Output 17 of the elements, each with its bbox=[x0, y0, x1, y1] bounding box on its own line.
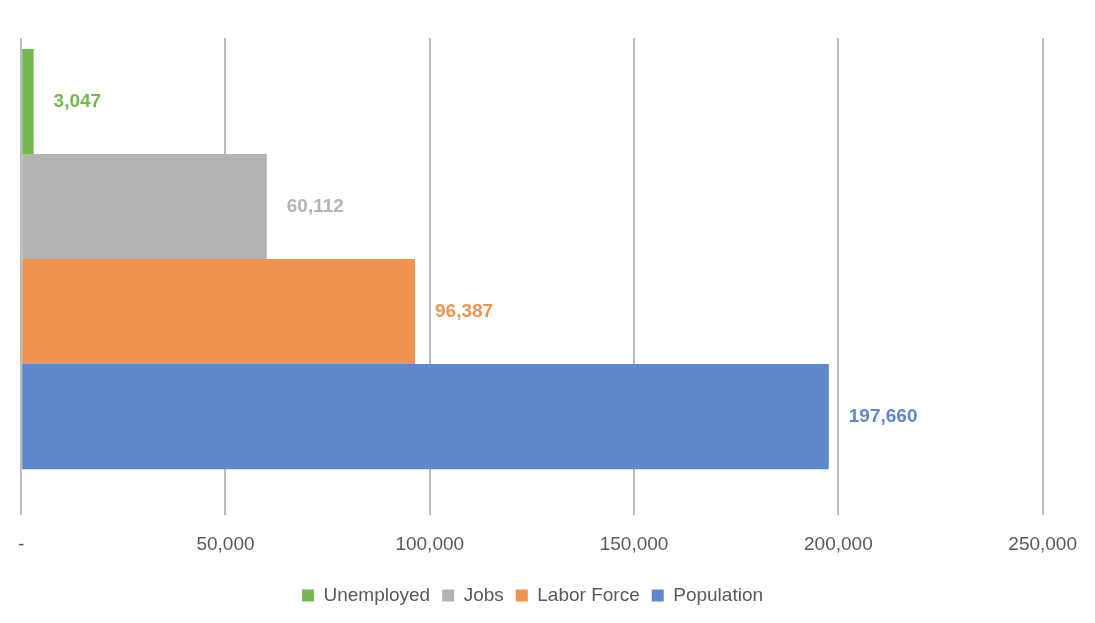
data-label: 60,112 bbox=[286, 194, 344, 216]
data-label: 96,387 bbox=[435, 299, 494, 321]
legend-label: Labor Force bbox=[537, 583, 640, 605]
legend-label: Population bbox=[673, 583, 764, 605]
data-label: 197,660 bbox=[848, 404, 918, 426]
legend-label: Jobs bbox=[463, 583, 504, 605]
bar bbox=[22, 364, 829, 470]
x-tick-label: - bbox=[18, 532, 25, 554]
x-tick-label: 50,000 bbox=[196, 532, 255, 554]
bar bbox=[22, 259, 415, 365]
x-tick-label: 250,000 bbox=[1008, 532, 1077, 554]
data-label: 3,047 bbox=[53, 89, 102, 111]
legend-label: Unemployed bbox=[323, 583, 431, 605]
x-tick-label: 200,000 bbox=[804, 532, 873, 554]
x-tick-label: 100,000 bbox=[395, 532, 465, 554]
bar bbox=[22, 49, 34, 155]
x-tick-label: 150,000 bbox=[599, 532, 669, 554]
